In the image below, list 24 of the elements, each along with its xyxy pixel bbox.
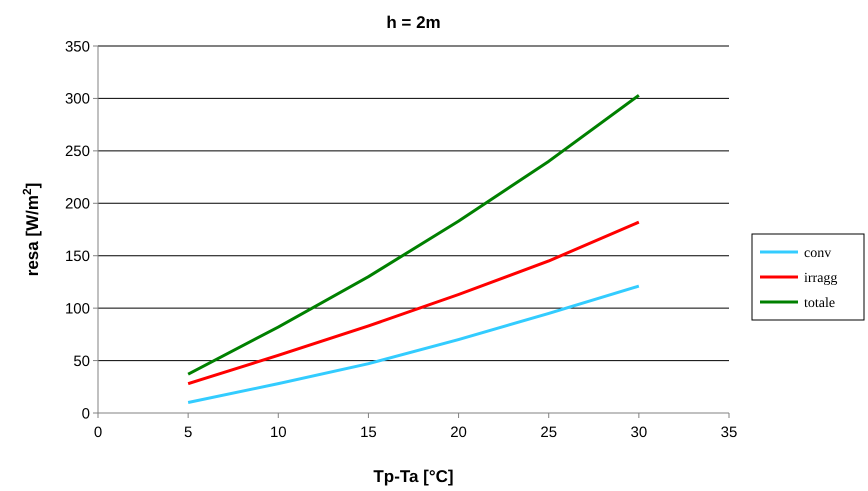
y-tick-label: 300 (64, 90, 90, 108)
y-tick-label: 50 (73, 352, 90, 370)
y-tick-label: 200 (64, 196, 90, 213)
y-tick-label: 250 (64, 143, 90, 160)
y-tick-label: 100 (64, 300, 90, 318)
y-tick-label: 150 (64, 248, 90, 265)
legend-label: conv (804, 246, 832, 261)
legend-label: totale (804, 296, 836, 311)
x-tick-label: 0 (94, 424, 102, 441)
legend-label: irragg (804, 270, 838, 286)
x-tick-label: 10 (270, 424, 287, 441)
x-tick-label: 20 (450, 424, 467, 441)
x-tick-label: 25 (540, 424, 558, 441)
chart-title: h = 2m (386, 13, 441, 32)
line-series (186, 220, 640, 386)
x-tick-label: 30 (630, 424, 648, 441)
x-tick-label: 15 (360, 424, 377, 441)
line-series (186, 284, 640, 404)
x-axis-title: Tp-Ta [°C] (373, 467, 454, 486)
y-tick-label: 0 (82, 405, 90, 422)
line-series (186, 94, 640, 376)
x-tick-label: 35 (720, 424, 738, 441)
y-tick-label: 350 (64, 38, 90, 56)
x-tick-label: 5 (184, 424, 192, 441)
